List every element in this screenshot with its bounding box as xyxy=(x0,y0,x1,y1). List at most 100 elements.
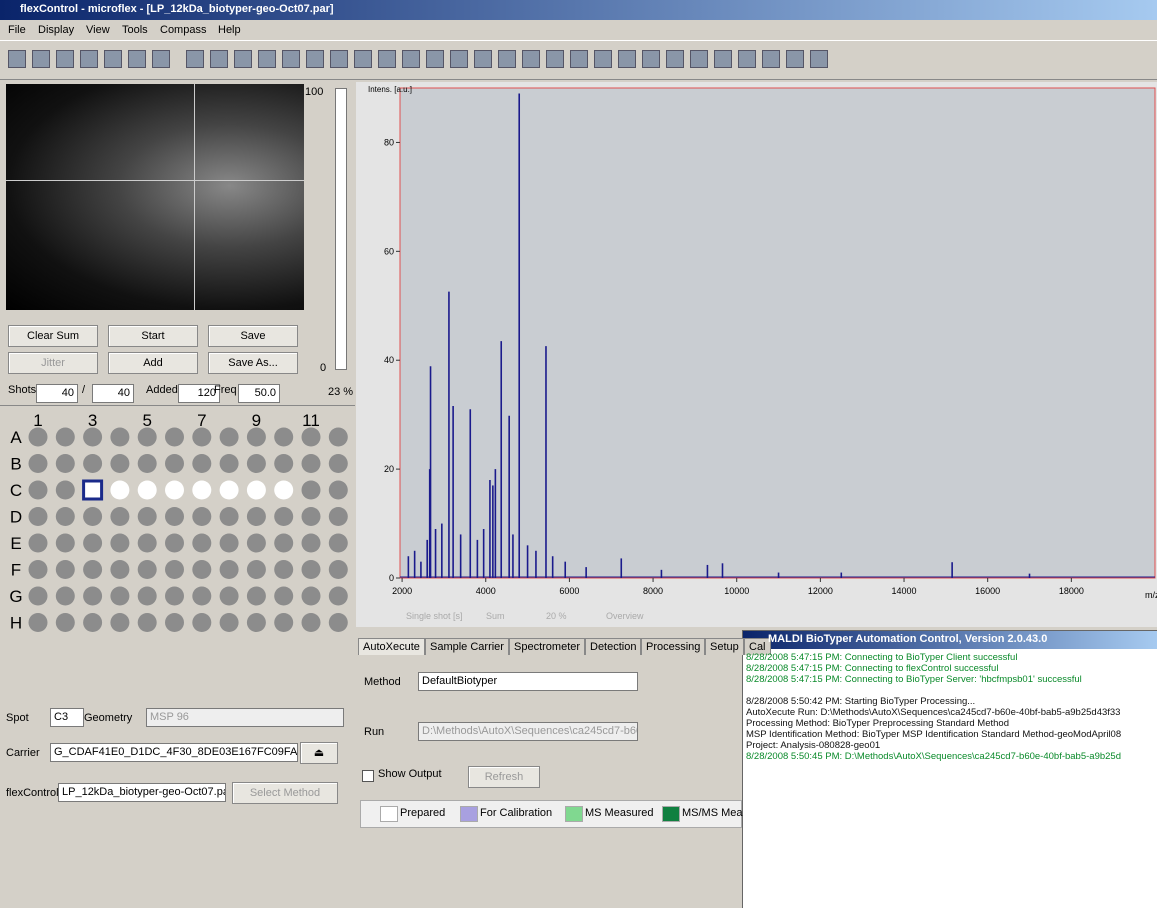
x-tick-label: 6000 xyxy=(559,586,579,596)
eject-button[interactable]: ⏏ xyxy=(300,742,338,764)
field[interactable]: 40 xyxy=(92,384,134,403)
toolbar-icon[interactable] xyxy=(354,50,372,68)
toolbar-icon[interactable] xyxy=(450,50,468,68)
toolbar-icon[interactable] xyxy=(546,50,564,68)
field[interactable]: 120 xyxy=(178,384,220,403)
toolbar-icon[interactable] xyxy=(56,50,74,68)
spot xyxy=(55,480,75,500)
spot xyxy=(192,427,212,447)
spot xyxy=(246,454,266,473)
menu-item[interactable]: View xyxy=(86,24,110,36)
spot xyxy=(137,480,157,500)
toolbar-icon[interactable] xyxy=(128,50,146,68)
toolbar-icon[interactable] xyxy=(498,50,516,68)
button[interactable]: Save As... xyxy=(208,352,298,374)
toolbar-icon[interactable] xyxy=(186,50,204,68)
button[interactable]: Select Method xyxy=(232,782,338,804)
tab[interactable]: Setup xyxy=(705,638,744,655)
slider-track[interactable] xyxy=(335,88,347,370)
toolbar-icon[interactable] xyxy=(282,50,300,68)
field[interactable]: C3 xyxy=(50,708,84,727)
button[interactable]: Save xyxy=(208,325,298,347)
spot xyxy=(301,480,321,500)
field[interactable]: LP_12kDa_biotyper-geo-Oct07.par xyxy=(58,783,226,802)
legend-label: MS/MS Mea xyxy=(682,807,743,819)
toolbar-icon[interactable] xyxy=(210,50,228,68)
spot xyxy=(28,586,48,606)
spot xyxy=(28,427,48,447)
toolbar-icon[interactable] xyxy=(80,50,98,68)
toolbar-icon[interactable] xyxy=(570,50,588,68)
toolbar-icon[interactable] xyxy=(618,50,636,68)
spot xyxy=(219,586,239,606)
button[interactable]: Refresh xyxy=(468,766,540,788)
tab[interactable]: AutoXecute xyxy=(358,638,425,655)
tab[interactable]: Spectrometer xyxy=(509,638,586,655)
button[interactable]: Jitter xyxy=(8,352,98,374)
spot xyxy=(28,507,48,526)
toolbar-icon[interactable] xyxy=(426,50,444,68)
button[interactable]: Start xyxy=(108,325,198,347)
tab[interactable]: Sample Carrier xyxy=(425,638,509,655)
spot xyxy=(274,507,294,526)
label: Shots xyxy=(8,384,37,396)
toolbar-icon[interactable] xyxy=(378,50,396,68)
menu-item[interactable]: Help xyxy=(218,24,241,36)
spot xyxy=(328,533,348,553)
spot xyxy=(55,454,75,473)
tab[interactable]: Detection xyxy=(585,638,642,655)
button[interactable]: Add xyxy=(108,352,198,374)
spot xyxy=(328,560,348,579)
toolbar-icon[interactable] xyxy=(104,50,122,68)
window-title: flexControl - microflex - [LP_12kDa_biot… xyxy=(20,3,334,15)
crosshair-v xyxy=(194,84,195,310)
toolbar-icon[interactable] xyxy=(738,50,756,68)
menu-item[interactable]: Tools xyxy=(122,24,148,36)
toolbar-icon[interactable] xyxy=(714,50,732,68)
log-line: MSP Identification Method: BioTyper MSP … xyxy=(746,729,1122,740)
spot xyxy=(55,560,75,579)
tab[interactable]: Processing xyxy=(641,638,706,655)
menu-item[interactable]: Compass xyxy=(160,24,207,36)
toolbar-icon[interactable] xyxy=(474,50,492,68)
toolbar-icon[interactable] xyxy=(8,50,26,68)
field[interactable]: 40 xyxy=(36,384,78,403)
toolbar-icon[interactable] xyxy=(152,50,170,68)
column-label: 7 xyxy=(197,411,206,430)
toolbar-icon[interactable] xyxy=(810,50,828,68)
field[interactable]: DefaultBiotyper xyxy=(418,672,638,691)
toolbar-icon[interactable] xyxy=(642,50,660,68)
field[interactable]: 50.0 xyxy=(238,384,280,403)
toolbar-icon[interactable] xyxy=(306,50,324,68)
toolbar-icon[interactable] xyxy=(330,50,348,68)
label: / xyxy=(82,384,86,396)
toolbar-icon[interactable] xyxy=(762,50,780,68)
toolbar-icon[interactable] xyxy=(402,50,420,68)
row-label: D xyxy=(10,508,22,527)
spot xyxy=(219,454,239,473)
spot xyxy=(192,586,212,606)
menu-item[interactable]: File xyxy=(8,24,26,36)
toolbar-icon[interactable] xyxy=(258,50,276,68)
checkbox[interactable] xyxy=(362,770,374,782)
toolbar-icon[interactable] xyxy=(234,50,252,68)
spot xyxy=(274,480,294,500)
spot xyxy=(110,454,130,473)
toolbar-icon[interactable] xyxy=(786,50,804,68)
x-tick-label: 12000 xyxy=(808,586,833,596)
spot xyxy=(274,586,294,606)
button[interactable]: Clear Sum xyxy=(8,325,98,347)
toolbar-icon[interactable] xyxy=(522,50,540,68)
display-option: 20 % xyxy=(546,611,567,621)
toolbar-icon[interactable] xyxy=(666,50,684,68)
toolbar-icon[interactable] xyxy=(690,50,708,68)
toolbar-icon[interactable] xyxy=(594,50,612,68)
label: flexControl xyxy=(6,787,59,799)
field[interactable]: G_CDAF41E0_D1DC_4F30_8DE03E167FC09FA7 xyxy=(50,743,298,762)
menu-item[interactable]: Display xyxy=(38,24,75,36)
field: D:\Methods\AutoX\Sequences\ca245cd7-b60e… xyxy=(418,722,638,741)
toolbar-icon[interactable] xyxy=(32,50,50,68)
spot xyxy=(137,427,157,447)
x-tick-label: 18000 xyxy=(1059,586,1084,596)
tab[interactable]: Cal xyxy=(744,638,771,655)
